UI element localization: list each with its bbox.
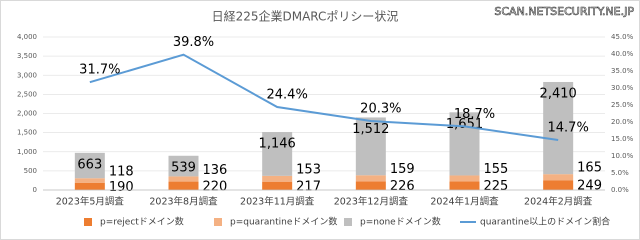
legend-marker	[84, 218, 92, 226]
data-label: 136	[203, 163, 228, 178]
data-label: 663	[77, 157, 102, 172]
y-tick-label: 1,000	[17, 148, 37, 156]
data-label: 226	[390, 179, 415, 194]
chart-title: 日経225企業DMARCポリシー状況	[212, 9, 399, 24]
x-tick-label: 2024年1月調査	[430, 196, 499, 208]
data-label: 14.7%	[548, 121, 589, 136]
bar-segment	[262, 181, 293, 190]
line	[89, 53, 559, 142]
legend-label: p=noneドメイン数	[360, 216, 441, 228]
y-tick-label: 2,000	[17, 110, 37, 118]
data-label: 39.8%	[173, 35, 214, 50]
legend-marker	[344, 218, 352, 226]
data-label: 220	[203, 179, 228, 194]
data-label: 1,512	[352, 122, 389, 137]
y-tick-label: 0	[33, 186, 37, 194]
bar-segment	[355, 175, 386, 182]
bar-segment	[262, 132, 293, 176]
x-tick-label: 2023年5月調査	[56, 196, 125, 208]
legend-label: p=quarantineドメイン数	[230, 216, 337, 228]
data-label: 20.3%	[360, 101, 401, 116]
bar-segment	[543, 174, 574, 181]
bar-segment	[168, 181, 199, 190]
bar-segment	[449, 175, 480, 182]
data-label: 249	[577, 179, 602, 194]
data-label: 2,410	[540, 86, 577, 101]
x-tick-label: 2023年11月調査	[240, 196, 315, 208]
x-tick-label: 2024年2月調査	[524, 196, 593, 208]
data-label: 190	[109, 180, 134, 195]
data-label: 24.4%	[267, 88, 308, 103]
bar-segment	[262, 175, 293, 182]
bar-segment	[543, 180, 574, 190]
bar-segment	[355, 117, 386, 176]
y2-tick-label: 30.0%	[611, 84, 634, 92]
x-tick-label: 2023年8月調査	[149, 196, 218, 208]
data-label: 118	[109, 165, 134, 180]
y2-tick-label: 20.0%	[611, 118, 634, 126]
y-tick-label: 500	[24, 167, 37, 175]
data-label: 225	[484, 179, 509, 194]
y2-tick-label: 25.0%	[611, 101, 634, 109]
bar-segment	[74, 178, 105, 183]
bar-segment	[168, 155, 199, 177]
data-label: 31.7%	[79, 63, 120, 78]
bar-segment	[74, 182, 105, 190]
legend-marker	[214, 218, 222, 226]
y2-tick-label: 5.0%	[611, 169, 629, 177]
y-tick-label: 2,500	[17, 90, 37, 98]
legend-label: p=rejectドメイン数	[100, 216, 184, 228]
data-label: 165	[577, 161, 602, 176]
x-tick-label: 2023年12月調査	[334, 196, 409, 208]
data-label: 18.7%	[454, 107, 495, 122]
y-tick-label: 1,500	[17, 129, 37, 137]
bar-segment	[449, 181, 480, 190]
y-tick-label: 3,000	[17, 71, 37, 79]
data-label: 1,146	[259, 137, 296, 152]
y2-tick-label: 15.0%	[611, 135, 634, 143]
watermark: SCAN.NETSECURITY.NE.JP	[494, 5, 634, 18]
bar-segment	[543, 81, 574, 175]
y2-tick-label: 45.0%	[611, 33, 634, 41]
y2-tick-label: 40.0%	[611, 50, 634, 58]
y-tick-label: 4,000	[17, 33, 37, 41]
y-tick-label: 3,500	[17, 52, 37, 60]
data-label: 539	[171, 160, 196, 175]
legend-label: quarantine以上のドメイン割合	[480, 216, 610, 228]
bar-segment	[449, 112, 480, 176]
data-label: 159	[390, 162, 415, 177]
bar-segment	[355, 181, 386, 190]
y2-tick-label: 10.0%	[611, 152, 634, 160]
data-label: 217	[296, 179, 321, 194]
bar-segment	[168, 176, 199, 182]
y2-tick-label: 0.0%	[611, 186, 629, 194]
bar-segment	[74, 152, 105, 179]
data-label: 153	[296, 162, 321, 177]
data-label: 155	[484, 162, 509, 177]
y2-tick-label: 35.0%	[611, 67, 634, 75]
